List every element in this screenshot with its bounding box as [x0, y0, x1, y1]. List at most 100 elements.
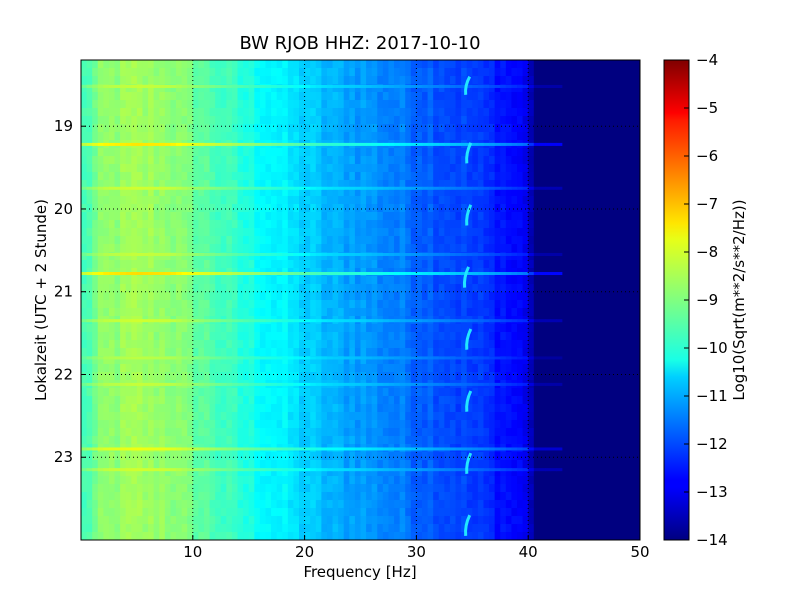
heatmap-cell	[97, 348, 104, 357]
heatmap-cell	[606, 324, 613, 333]
heatmap-cell	[600, 228, 608, 237]
heatmap-cell	[477, 372, 485, 381]
heatmap-cell	[394, 332, 401, 341]
heatmap-cell	[472, 108, 479, 117]
heatmap-cell	[282, 84, 289, 93]
heatmap-cell	[533, 372, 540, 381]
heatmap-cell	[125, 76, 132, 85]
heatmap-cell	[544, 188, 552, 197]
heatmap-cell	[192, 244, 199, 253]
heatmap-cell	[595, 100, 602, 109]
heatmap-cell	[595, 220, 602, 229]
heatmap-cell	[81, 132, 88, 141]
heatmap-cell	[500, 116, 507, 125]
heatmap-cell	[354, 308, 362, 317]
heatmap-cell	[433, 164, 440, 173]
heatmap-cell	[287, 132, 295, 141]
heatmap-cell	[343, 84, 350, 93]
heatmap-cell	[287, 396, 295, 405]
heatmap-cell	[237, 356, 244, 365]
heatmap-cell	[164, 388, 172, 397]
heatmap-cell	[181, 404, 188, 413]
heatmap-cell	[276, 92, 283, 101]
heatmap-cell	[287, 220, 295, 229]
heatmap-cell	[410, 132, 417, 141]
heatmap-cell	[550, 420, 557, 429]
heatmap-cell	[567, 324, 574, 333]
heatmap-cell	[338, 356, 345, 365]
heatmap-cell	[561, 380, 568, 389]
heatmap-cell	[505, 204, 513, 213]
heatmap-cell	[226, 364, 233, 373]
heatmap-cell	[533, 196, 540, 205]
heatmap-cell	[628, 356, 636, 365]
heatmap-cell	[584, 252, 591, 261]
heatmap-cell	[108, 132, 116, 141]
heatmap-cell	[226, 244, 233, 253]
heatmap-cell	[427, 436, 434, 445]
heatmap-cell	[572, 260, 580, 269]
heatmap-cell	[287, 148, 295, 157]
heatmap-cell	[176, 428, 183, 437]
heatmap-cell	[584, 276, 591, 285]
heatmap-cell	[153, 364, 160, 373]
heatmap-cell	[550, 388, 557, 397]
heatmap-cell	[405, 420, 412, 429]
heatmap-cell	[343, 356, 350, 365]
heatmap-cell	[125, 84, 132, 93]
heatmap-cell	[148, 340, 155, 349]
heatmap-cell	[254, 348, 261, 357]
heatmap-cell	[405, 372, 412, 381]
heatmap-cell	[595, 228, 602, 237]
heatmap-cell	[360, 260, 367, 269]
heatmap-cell	[159, 348, 166, 357]
heatmap-cell	[170, 180, 177, 189]
heatmap-cell	[494, 300, 501, 309]
heatmap-cell	[405, 348, 412, 357]
heatmap-cell	[589, 412, 596, 421]
heatmap-cell	[153, 76, 160, 85]
heatmap-cell	[349, 348, 356, 357]
heatmap-cell	[148, 356, 155, 365]
heatmap-cell	[550, 84, 557, 93]
heatmap-cell	[612, 340, 619, 349]
heatmap-cell	[433, 108, 440, 117]
heatmap-cell	[567, 372, 574, 381]
heatmap-cell	[220, 292, 227, 301]
heatmap-cell	[416, 252, 423, 261]
heatmap-cell	[142, 60, 149, 69]
heatmap-cell	[81, 172, 88, 181]
heatmap-cell	[271, 188, 278, 197]
heatmap-cell	[81, 92, 88, 101]
heatmap-cell	[86, 452, 93, 461]
heatmap-cell	[332, 452, 339, 461]
heatmap-cell	[276, 276, 283, 285]
heatmap-cell	[556, 180, 563, 189]
heatmap-cell	[511, 348, 518, 357]
heatmap-cell	[276, 132, 283, 141]
heatmap-cell	[483, 452, 490, 461]
heatmap-cell	[600, 444, 608, 453]
heatmap-cell	[634, 84, 640, 93]
heatmap-cell	[528, 396, 535, 405]
heatmap-cell	[282, 68, 289, 77]
heatmap-cell	[433, 100, 440, 109]
heatmap-cell	[505, 236, 513, 245]
heatmap-cell	[410, 108, 417, 117]
heatmap-cell	[282, 92, 289, 101]
heatmap-cell	[628, 172, 636, 181]
heatmap-cell	[533, 116, 540, 125]
heatmap-cell	[449, 204, 457, 213]
heatmap-cell	[438, 436, 445, 445]
heatmap-cell	[366, 236, 373, 245]
heatmap-cell	[477, 196, 485, 205]
heatmap-cell	[120, 340, 127, 349]
heatmap-cell	[472, 372, 479, 381]
heatmap-cell	[276, 220, 283, 229]
heatmap-cell	[315, 68, 322, 77]
heatmap-cell	[265, 228, 272, 237]
heatmap-cell	[136, 428, 144, 437]
heatmap-cell	[511, 108, 518, 117]
heatmap-cell	[561, 292, 568, 301]
heatmap-cell	[170, 196, 177, 205]
